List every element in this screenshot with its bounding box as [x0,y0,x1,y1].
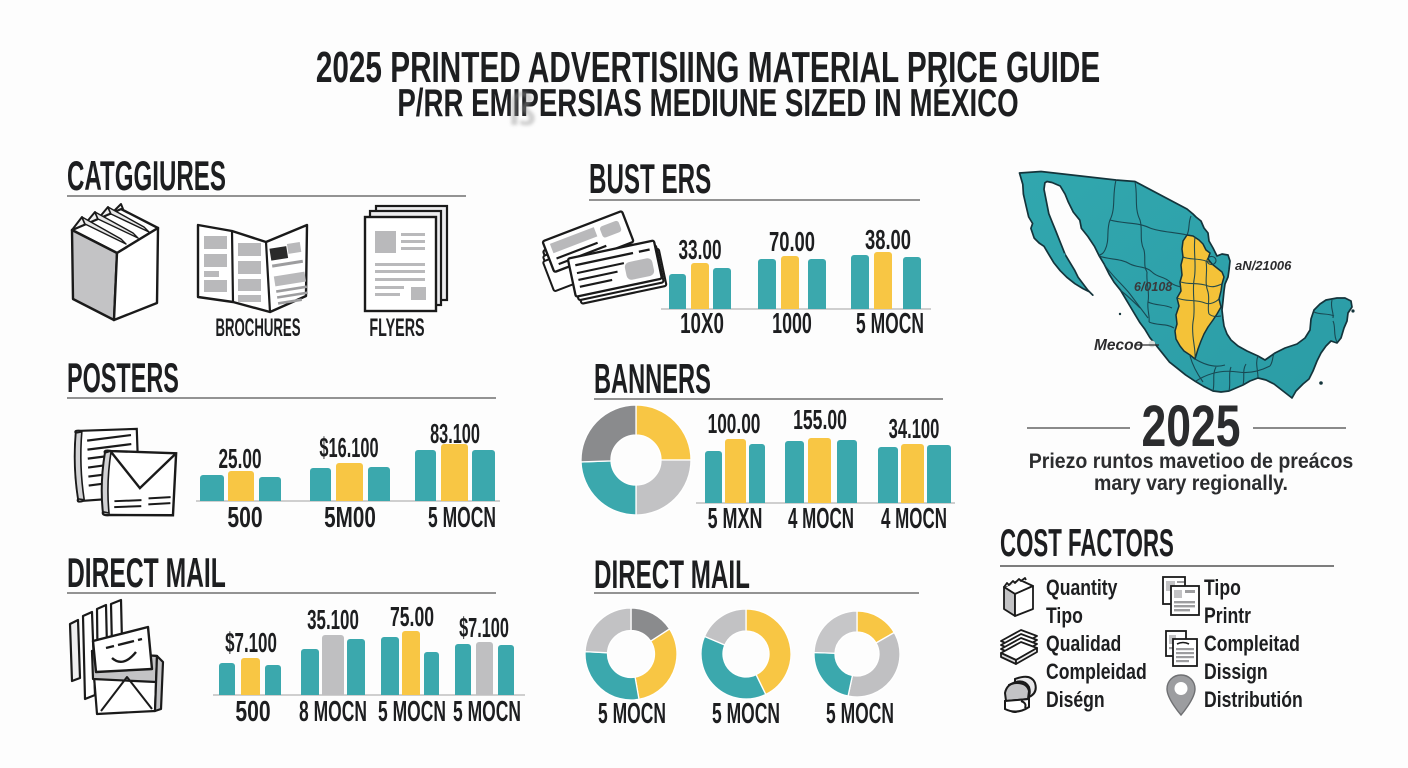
svg-text:6/0108: 6/0108 [1134,280,1172,294]
svg-text:aN/21006: aN/21006 [1235,258,1292,273]
svg-text:Mecoo: Mecoo [1094,337,1143,354]
